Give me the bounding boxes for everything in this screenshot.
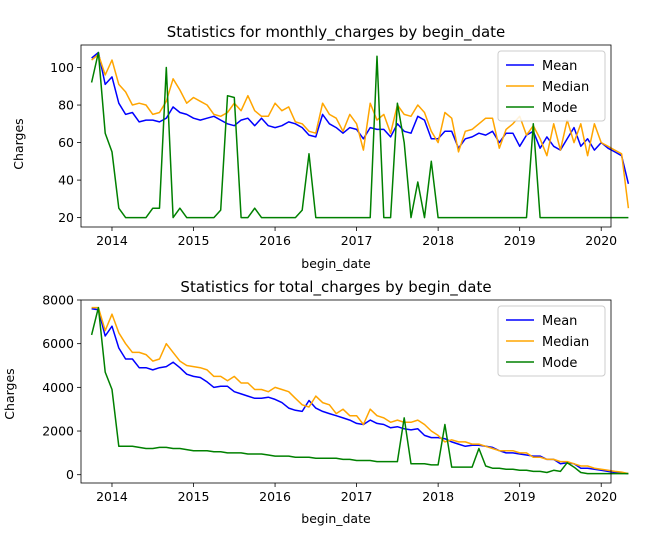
- chart-monthly-charges: Statistics for monthly_charges by begin_…: [11, 23, 630, 271]
- chart-title: Statistics for total_charges by begin_da…: [180, 278, 491, 297]
- y-tick-label: 60: [58, 135, 74, 150]
- x-axis-label: begin_date: [301, 511, 371, 526]
- x-tick-label: 2020: [585, 233, 617, 248]
- x-tick-label: 2014: [96, 233, 128, 248]
- legend-label-mean: Mean: [542, 59, 577, 74]
- y-axis-label: Charges: [2, 368, 17, 419]
- x-tick-label: 2017: [341, 489, 373, 504]
- legend-label-mode: Mode: [542, 101, 577, 116]
- y-tick-label: 80: [58, 98, 74, 113]
- x-tick-label: 2016: [259, 233, 291, 248]
- legend-frame: [497, 305, 606, 377]
- x-tick-label: 2020: [585, 489, 617, 504]
- x-axis-label: begin_date: [301, 256, 371, 271]
- y-axis-label: Charges: [11, 118, 26, 169]
- legend-label-mean: Mean: [542, 314, 577, 329]
- x-tick-label: 2018: [422, 233, 454, 248]
- legend: Mean Median Mode: [497, 305, 606, 377]
- chart-title: Statistics for monthly_charges by begin_…: [167, 23, 506, 42]
- legend-label-median: Median: [542, 335, 589, 350]
- chart-total-charges: Statistics for total_charges by begin_da…: [2, 278, 629, 526]
- x-tick-label: 2014: [96, 489, 128, 504]
- series-line-median: [91, 306, 629, 475]
- legend-label-median: Median: [542, 80, 589, 95]
- x-tick-label: 2019: [504, 489, 536, 504]
- y-tick-label: 0: [66, 467, 74, 482]
- series-line-mean: [91, 307, 629, 475]
- legend-frame: [497, 50, 606, 122]
- axes-frame: [80, 44, 612, 228]
- y-tick-label: 2000: [42, 424, 74, 439]
- legend: Mean Median Mode: [497, 50, 606, 122]
- series-line-mode: [90, 306, 629, 475]
- series-line-mode: [90, 51, 629, 219]
- series-line-median: [91, 53, 630, 209]
- y-tick-label: 20: [58, 210, 74, 225]
- y-tick-label: 100: [50, 60, 74, 75]
- x-tick-label: 2015: [178, 233, 210, 248]
- x-tick-label: 2016: [259, 489, 291, 504]
- x-tick-label: 2019: [504, 233, 536, 248]
- y-tick-label: 6000: [42, 336, 74, 351]
- x-tick-label: 2015: [178, 489, 210, 504]
- y-tick-label: 4000: [42, 380, 74, 395]
- legend-label-mode: Mode: [542, 356, 577, 371]
- x-tick-label: 2018: [422, 489, 454, 504]
- y-tick-label: 40: [58, 173, 74, 188]
- axes-frame: [80, 299, 612, 484]
- y-tick-label: 8000: [42, 293, 74, 308]
- x-tick-label: 2017: [341, 233, 373, 248]
